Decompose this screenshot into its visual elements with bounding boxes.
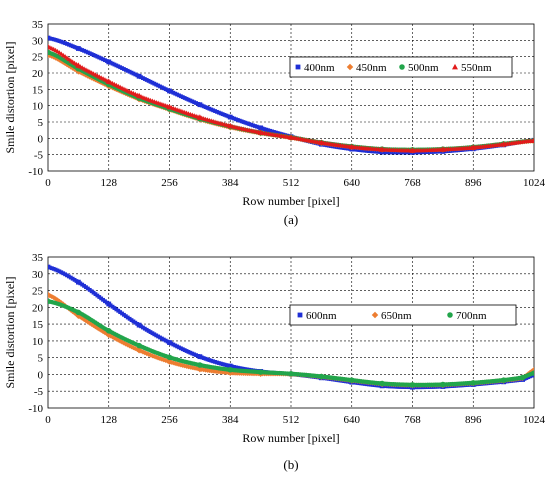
y-tick-label: 20 [32,68,44,80]
y-tick-label: 5 [38,117,44,129]
x-tick-label: 896 [465,177,482,189]
y-tick-label: 5 [38,353,44,365]
x-tick-label: 512 [283,177,300,189]
legend-label: 400nm [304,62,335,74]
y-tick-label: 15 [32,84,44,96]
x-tick-label: 128 [101,177,118,189]
y-tick-label: 0 [38,369,44,381]
y-axis-title: Smile distortion [pixel] [3,42,17,154]
legend-marker [447,312,453,318]
x-axis-title: Row number [pixel] [242,194,339,208]
y-tick-label: 25 [32,52,44,64]
y-tick-label: 30 [32,35,44,47]
x-tick-label: 768 [404,414,421,426]
y-tick-label: -10 [28,403,43,415]
legend-label: 650nm [381,310,412,322]
y-axis-title: Smile distortion [pixel] [3,277,17,389]
x-tick-label: 640 [344,177,361,189]
legend-marker [399,64,405,70]
x-tick-label: 768 [404,177,421,189]
legend-label: 600nm [306,310,337,322]
y-tick-label: 15 [32,319,44,331]
legend-label: 450nm [356,62,387,74]
legend-marker [346,63,354,71]
y-tick-label: 25 [32,286,44,298]
data-point-dense [531,138,534,143]
x-tick-label: 256 [161,177,178,189]
legend-marker [295,64,301,70]
x-axis-title: Row number [pixel] [242,431,339,445]
y-tick-label: 35 [32,19,44,31]
data-point-dense [54,297,61,303]
legend-label: 500nm [408,62,439,74]
y-tick-label: 10 [32,336,44,348]
x-tick-label: 0 [45,177,51,189]
x-tick-label: 384 [222,177,239,189]
data-point-dense [56,298,62,304]
y-tick-label: 20 [32,302,44,314]
x-tick-label: 1024 [523,177,546,189]
chart-panel-a: 0 128 256 384 512 640 768 896 1024 -10 -5 0 5 10 15 20 2… [3,19,546,227]
legend-marker [297,312,303,318]
x-tick-label: 256 [161,414,178,426]
x-tick-label: 896 [465,414,482,426]
legend-label: 550nm [461,62,492,74]
y-tick-label: 35 [32,252,44,264]
x-tick-label: 128 [101,414,118,426]
legend: 400nm 450nm 500nm 550nm [289,56,513,78]
legend-marker [452,63,458,70]
panel-label: (b) [283,457,298,472]
y-tick-label: -5 [34,150,44,162]
data-point-dense [58,300,64,306]
legend-marker [371,311,379,319]
x-tick-label: 512 [283,414,300,426]
x-tick-label: 1024 [523,414,546,426]
legend: 600nm 650nm 700nm [289,304,517,326]
legend-label: 700nm [456,310,487,322]
y-tick-label: 10 [32,101,44,113]
y-tick-label: -10 [28,166,43,178]
series-550nm [48,43,534,153]
series-700nm [48,298,534,388]
x-tick-label: 384 [222,414,239,426]
panel-label: (a) [284,212,298,227]
y-tick-label: -5 [34,386,44,398]
y-tick-label: 30 [32,269,44,281]
data-point-dense [531,370,534,376]
data-point-dense [53,296,59,302]
data-point-dense [49,293,55,300]
x-tick-label: 0 [45,414,51,426]
x-tick-label: 640 [344,414,361,426]
legend-box [289,304,517,326]
gridlines [48,257,534,408]
chart-panel-b: 0 128 256 384 512 640 768 896 1024 -10 -5 0 5 10 15 20 2… [3,252,546,472]
y-tick-label: 0 [38,133,44,145]
data-point-dense [51,294,57,301]
